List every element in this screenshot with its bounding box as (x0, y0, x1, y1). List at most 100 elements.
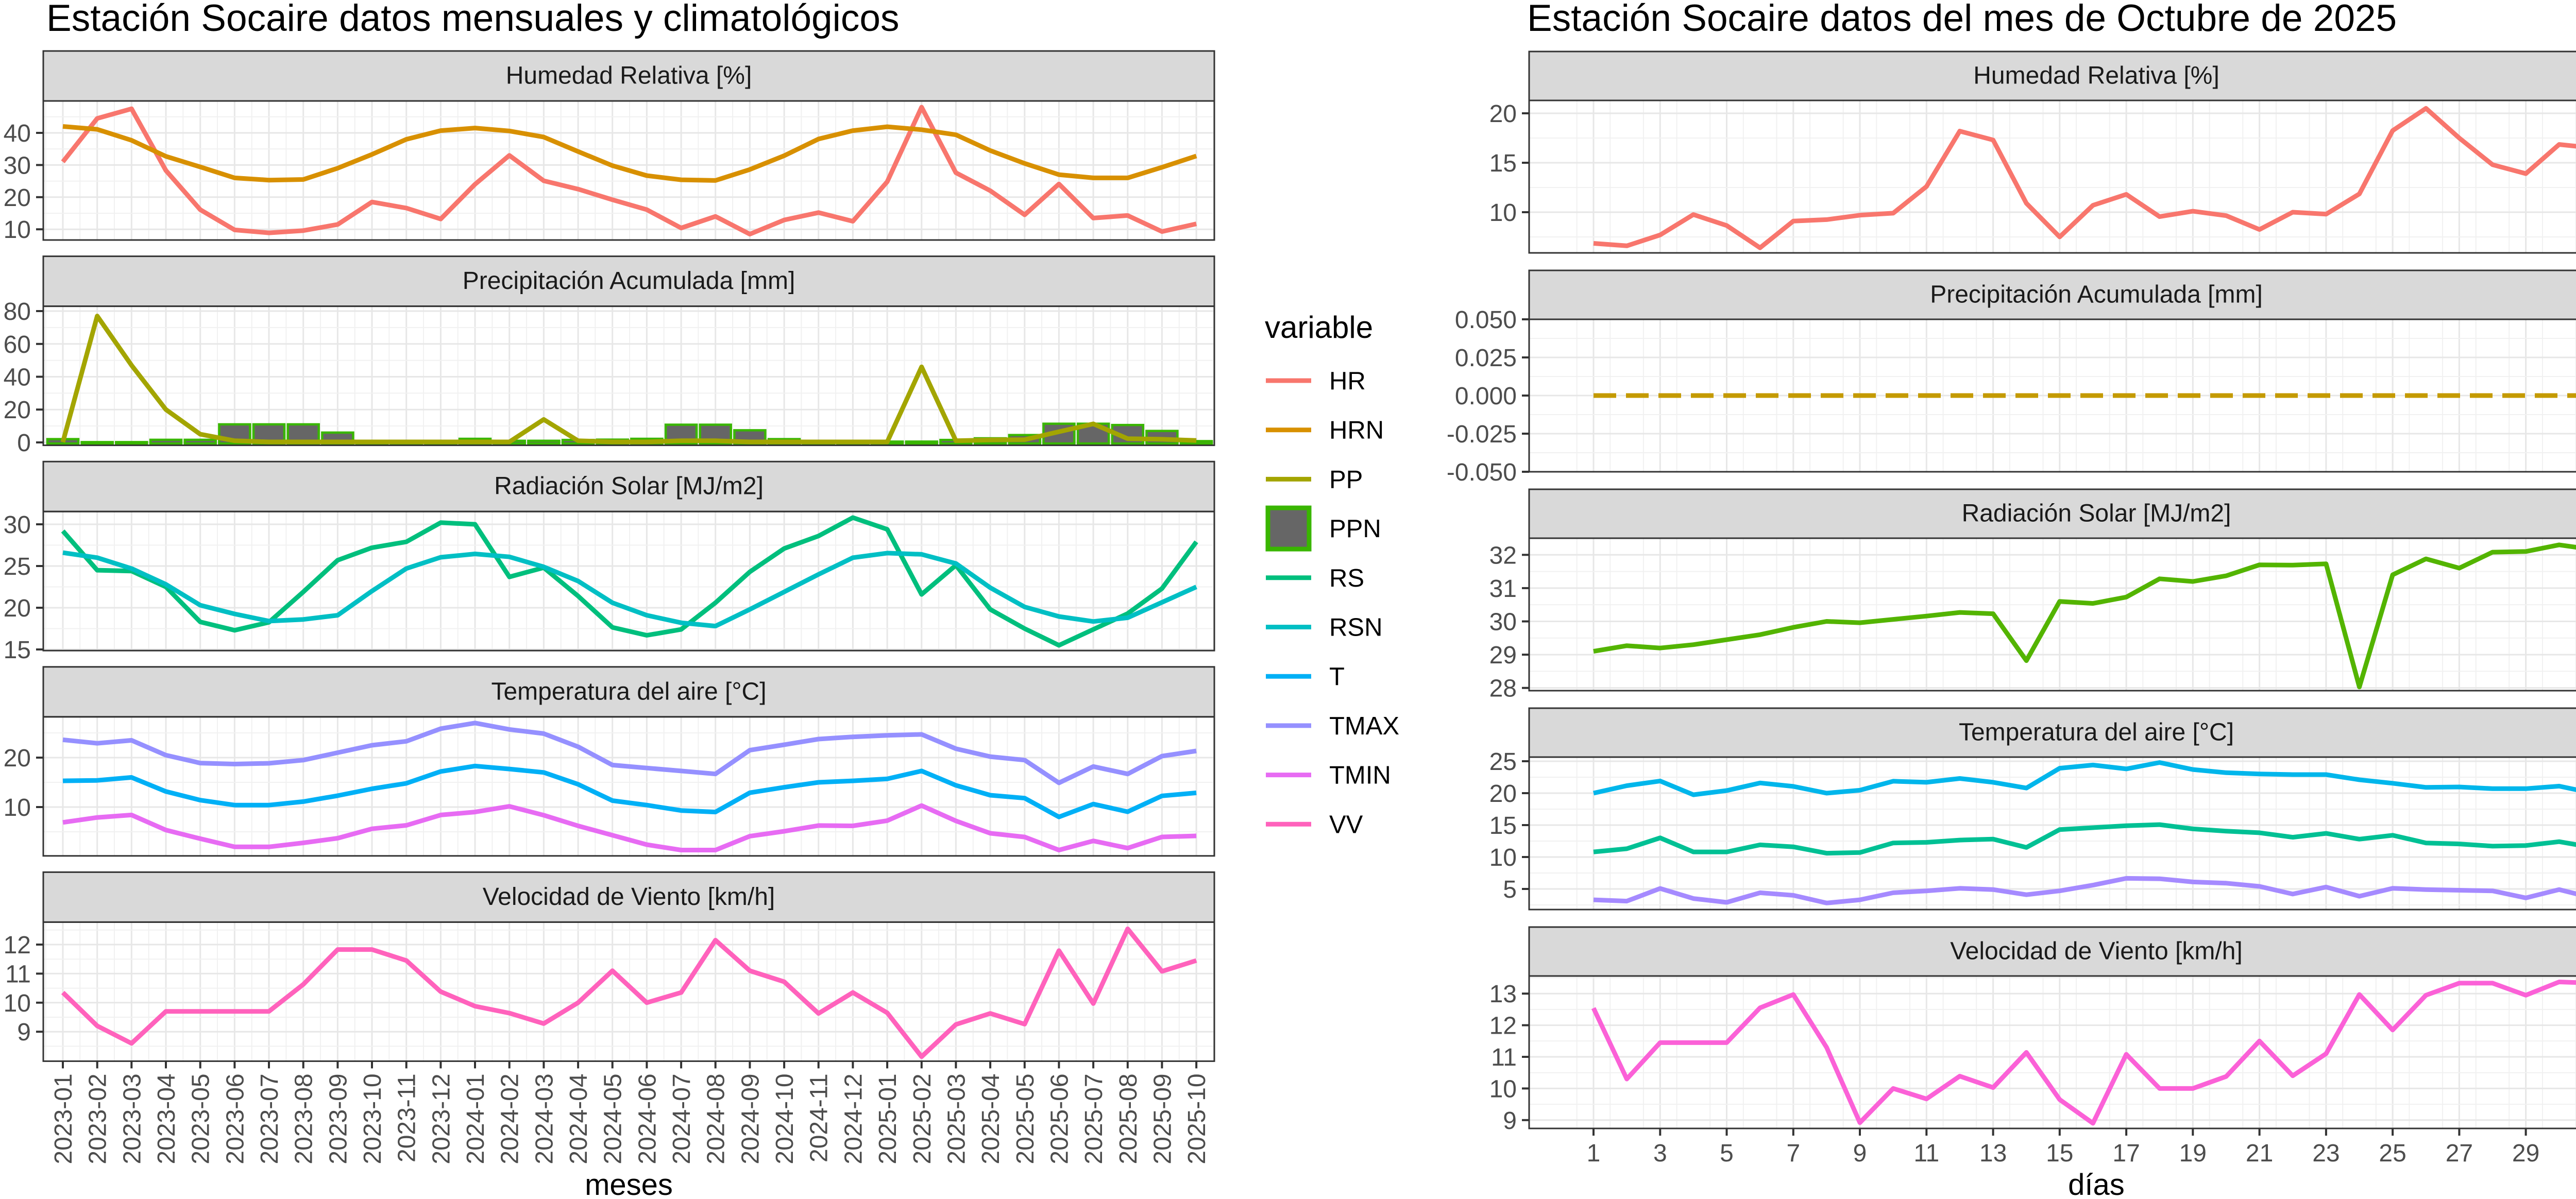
svg-text:5: 5 (1503, 876, 1517, 903)
svg-text:11: 11 (1913, 1140, 1939, 1167)
svg-text:2025-01: 2025-01 (874, 1073, 902, 1164)
svg-text:Estación Socaire datos del mes: Estación Socaire datos del mes de Octubr… (1527, 0, 2397, 39)
svg-text:20: 20 (4, 745, 31, 772)
svg-text:Humedad Relativa [%]: Humedad Relativa [%] (1973, 62, 2219, 90)
svg-text:2023-04: 2023-04 (153, 1073, 180, 1164)
svg-text:30: 30 (4, 511, 31, 539)
svg-text:40: 40 (4, 120, 31, 147)
svg-text:RS: RS (1329, 564, 1364, 592)
svg-text:10: 10 (1489, 1075, 1517, 1103)
svg-text:-0.050: -0.050 (1447, 459, 1517, 486)
svg-text:25: 25 (4, 553, 31, 580)
svg-text:2023-06: 2023-06 (222, 1073, 249, 1164)
svg-text:Humedad Relativa [%]: Humedad Relativa [%] (506, 62, 752, 90)
svg-text:9: 9 (17, 1019, 31, 1046)
svg-text:Temperatura del aire [°C]: Temperatura del aire [°C] (1959, 719, 2234, 746)
svg-text:0: 0 (17, 430, 31, 457)
svg-text:2023-08: 2023-08 (291, 1073, 318, 1164)
svg-text:7: 7 (1786, 1140, 1800, 1167)
svg-text:2025-05: 2025-05 (1012, 1073, 1039, 1164)
svg-text:12: 12 (4, 932, 31, 959)
svg-text:20: 20 (4, 595, 31, 622)
svg-text:15: 15 (2046, 1140, 2073, 1167)
svg-text:3: 3 (1653, 1140, 1667, 1167)
svg-text:28: 28 (1489, 675, 1517, 703)
svg-text:80: 80 (4, 298, 31, 326)
svg-text:25: 25 (2379, 1140, 2406, 1167)
svg-text:13: 13 (1979, 1140, 2007, 1167)
svg-text:32: 32 (1489, 542, 1517, 569)
svg-text:2024-01: 2024-01 (462, 1073, 489, 1164)
svg-text:2023-03: 2023-03 (118, 1073, 146, 1164)
svg-text:30: 30 (1489, 609, 1517, 636)
svg-text:2023-05: 2023-05 (188, 1073, 215, 1164)
svg-text:10: 10 (4, 216, 31, 244)
svg-text:HR: HR (1329, 367, 1366, 395)
svg-text:2024-04: 2024-04 (565, 1073, 592, 1164)
svg-text:19: 19 (2179, 1140, 2207, 1167)
svg-text:13: 13 (1489, 981, 1517, 1008)
svg-text:2023-10: 2023-10 (359, 1073, 386, 1164)
svg-text:Velocidad de Viento [km/h]: Velocidad de Viento [km/h] (1950, 938, 2243, 965)
svg-text:TMAX: TMAX (1329, 712, 1399, 740)
svg-text:2024-05: 2024-05 (600, 1073, 627, 1164)
svg-text:29: 29 (1489, 642, 1517, 669)
svg-text:9: 9 (1853, 1140, 1867, 1167)
svg-text:meses: meses (585, 1168, 673, 1199)
svg-text:21: 21 (2246, 1140, 2273, 1167)
svg-text:10: 10 (4, 990, 31, 1017)
svg-text:20: 20 (4, 184, 31, 212)
svg-text:RSN: RSN (1329, 614, 1382, 642)
svg-text:15: 15 (1489, 150, 1517, 177)
svg-text:10: 10 (1489, 199, 1517, 227)
svg-text:-0.025: -0.025 (1447, 421, 1517, 448)
svg-text:2023-11: 2023-11 (394, 1073, 421, 1162)
svg-text:días: días (2068, 1168, 2125, 1199)
svg-text:PPN: PPN (1329, 515, 1381, 543)
svg-text:23: 23 (2312, 1140, 2340, 1167)
svg-text:2023-02: 2023-02 (84, 1073, 112, 1164)
svg-text:25: 25 (1489, 748, 1517, 776)
svg-text:2025-09: 2025-09 (1149, 1073, 1176, 1164)
svg-text:1: 1 (1587, 1140, 1601, 1167)
svg-text:12: 12 (1489, 1013, 1517, 1040)
svg-text:2023-09: 2023-09 (325, 1073, 352, 1164)
svg-text:VV: VV (1329, 811, 1363, 838)
svg-text:15: 15 (1489, 812, 1517, 840)
svg-text:2024-08: 2024-08 (703, 1073, 730, 1164)
svg-text:60: 60 (4, 331, 31, 358)
svg-text:2024-11: 2024-11 (806, 1073, 833, 1162)
svg-text:20: 20 (1489, 100, 1517, 128)
svg-text:Radiación Solar [MJ/m2]: Radiación Solar [MJ/m2] (494, 473, 764, 500)
svg-text:2024-12: 2024-12 (840, 1073, 867, 1164)
svg-text:17: 17 (2112, 1140, 2140, 1167)
svg-text:Estación Socaire datos mensual: Estación Socaire datos mensuales y clima… (46, 0, 899, 39)
svg-text:Velocidad de Viento [km/h]: Velocidad de Viento [km/h] (483, 883, 775, 911)
svg-text:2024-06: 2024-06 (634, 1073, 661, 1164)
svg-text:Temperatura del aire [°C]: Temperatura del aire [°C] (491, 678, 766, 705)
svg-text:2024-03: 2024-03 (531, 1073, 558, 1164)
svg-text:PP: PP (1329, 466, 1363, 493)
svg-text:2025-03: 2025-03 (943, 1073, 970, 1164)
svg-text:0.050: 0.050 (1455, 306, 1517, 334)
svg-text:2024-09: 2024-09 (737, 1073, 764, 1164)
svg-text:20: 20 (4, 397, 31, 424)
svg-text:T: T (1329, 663, 1345, 691)
svg-text:2025-04: 2025-04 (977, 1073, 1005, 1164)
svg-text:Precipitación Acumulada [mm]: Precipitación Acumulada [mm] (1930, 281, 2263, 309)
svg-text:31: 31 (1489, 575, 1517, 603)
svg-text:2025-08: 2025-08 (1115, 1073, 1142, 1164)
svg-text:9: 9 (1503, 1107, 1517, 1135)
svg-text:29: 29 (2512, 1140, 2539, 1167)
svg-text:Precipitación Acumulada [mm]: Precipitación Acumulada [mm] (463, 267, 795, 295)
svg-text:variable: variable (1265, 310, 1373, 345)
svg-text:0.025: 0.025 (1455, 345, 1517, 372)
svg-text:20: 20 (1489, 780, 1517, 808)
svg-text:11: 11 (1491, 1044, 1517, 1071)
svg-text:2023-01: 2023-01 (50, 1073, 77, 1164)
svg-text:40: 40 (4, 364, 31, 391)
svg-text:10: 10 (1489, 844, 1517, 871)
svg-text:30: 30 (4, 152, 31, 179)
svg-text:Radiación Solar [MJ/m2]: Radiación Solar [MJ/m2] (1962, 500, 2231, 527)
svg-text:2025-10: 2025-10 (1183, 1073, 1211, 1164)
